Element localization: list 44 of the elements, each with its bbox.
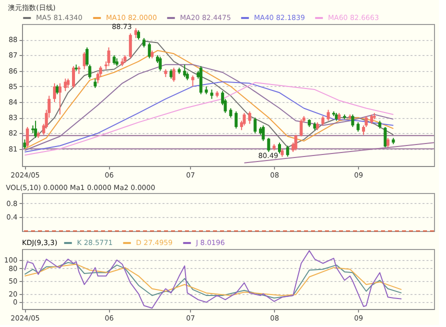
candlestick [254, 117, 257, 134]
candlestick [326, 109, 330, 122]
candlestick [34, 120, 38, 138]
candlestick [229, 108, 232, 118]
candlestick [137, 30, 140, 40]
candlestick [148, 42, 151, 59]
candlestick [66, 78, 70, 88]
candlestick [86, 46, 89, 67]
candlestick [128, 32, 132, 59]
candlestick [26, 126, 29, 148]
candlestick [134, 28, 138, 39]
candlestick [356, 122, 360, 132]
candlestick [234, 110, 238, 130]
candlestick [191, 74, 194, 87]
candlestick [112, 54, 116, 66]
candlestick [370, 114, 374, 124]
candlestick [53, 82, 56, 103]
candlestick [72, 66, 75, 88]
line-series [24, 64, 394, 151]
candlestick [267, 137, 270, 152]
candlestick [262, 124, 265, 142]
candlestick [386, 137, 390, 148]
candlestick [242, 112, 246, 126]
candlestick [248, 110, 252, 124]
candlestick [384, 126, 387, 148]
candlestick [88, 64, 92, 80]
candlestick [286, 145, 290, 158]
candlestick [94, 78, 97, 88]
candlestick [210, 89, 214, 100]
candlestick [294, 134, 298, 151]
candlestick [58, 82, 62, 116]
candlestick [183, 64, 186, 78]
candlestick [278, 142, 281, 154]
candlestick [64, 78, 67, 92]
candlestick [158, 56, 162, 72]
candlestick [170, 68, 173, 80]
candlestick [142, 38, 146, 48]
candlestick [351, 114, 354, 128]
candlestick [56, 84, 59, 95]
line-series [24, 250, 402, 309]
candlestick [172, 67, 176, 82]
candlestick [107, 46, 110, 67]
candlestick [321, 116, 324, 126]
candlestick [300, 118, 303, 137]
